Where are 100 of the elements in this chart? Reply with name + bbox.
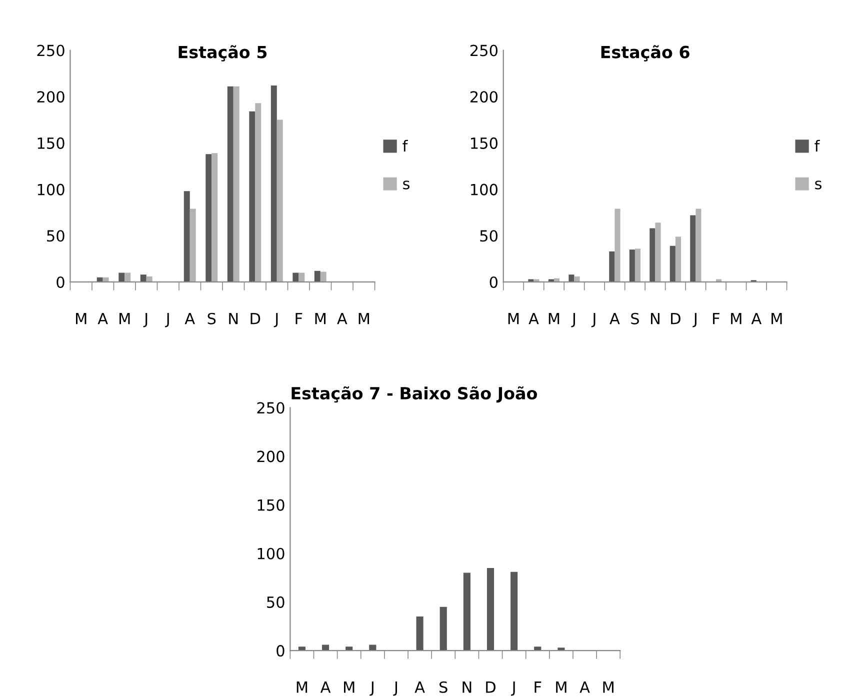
bar [249, 111, 256, 282]
x-tick-label: F [296, 313, 302, 324]
x-tick-label: A [320, 682, 331, 693]
bar [314, 270, 320, 282]
bar [206, 154, 212, 282]
bar [233, 86, 240, 282]
x-tick-label: M [508, 313, 519, 324]
bar [270, 85, 277, 282]
x-tick-label: M [548, 313, 560, 324]
x-tick-label: M [296, 682, 308, 693]
bar [124, 272, 131, 282]
y-tick-label: 150 [258, 499, 284, 511]
bar [650, 228, 656, 282]
bar [212, 153, 218, 282]
x-tick-label: A [414, 682, 425, 693]
x-tick-label: J [591, 313, 596, 328]
bar [690, 215, 696, 282]
x-tick-label: M [731, 313, 742, 324]
x-tick-label: D [671, 313, 680, 324]
bar [140, 274, 146, 282]
x-tick-label: N [650, 313, 660, 324]
bar [655, 222, 661, 282]
x-tick-label: D [486, 682, 496, 693]
x-tick-label: J [692, 313, 696, 328]
x-tick-label: N [462, 682, 472, 693]
bar [534, 279, 540, 282]
x-tick-label: M [120, 313, 130, 324]
bar [629, 250, 635, 282]
x-tick-label: S [208, 312, 216, 324]
y-tick-label: 50 [480, 230, 498, 242]
x-tick-label: M [556, 682, 566, 693]
bar [574, 276, 580, 282]
x-tick-label: J [370, 682, 374, 696]
y-tick-label: 250 [470, 44, 498, 56]
y-tick-label: 200 [37, 91, 64, 103]
legend-label: s [815, 180, 822, 190]
bar [276, 120, 283, 282]
bar [146, 276, 152, 282]
x-tick-label: A [610, 313, 620, 324]
bar [227, 86, 234, 282]
bar [614, 208, 620, 282]
bar [510, 572, 518, 651]
y-tick-label: 200 [470, 91, 498, 103]
y-tick-label: 0 [490, 276, 498, 288]
x-tick-label: J [571, 313, 575, 328]
x-tick-label: M [315, 313, 326, 324]
x-tick-label: J [393, 682, 397, 696]
bar [298, 272, 305, 282]
x-tick-label: F [713, 313, 720, 324]
bar [568, 274, 574, 282]
x-tick-label: A [98, 313, 108, 324]
y-tick-label: 0 [276, 645, 284, 657]
bar [696, 208, 702, 282]
x-tick-label: A [751, 313, 762, 324]
y-tick-label: 250 [37, 44, 64, 56]
x-tick-label: J [511, 682, 515, 696]
bar [118, 272, 125, 282]
x-tick-label: M [358, 313, 369, 324]
y-tick-label: 200 [257, 450, 284, 462]
y-tick-label: 0 [56, 276, 64, 288]
bar [675, 236, 682, 282]
bar [292, 272, 299, 282]
y-tick-label: 50 [47, 230, 64, 242]
x-tick-label: A [337, 313, 348, 324]
x-tick-label: S [631, 312, 639, 324]
x-tick-label: M [344, 682, 354, 693]
x-tick-label: J [143, 313, 148, 328]
x-tick-label: J [165, 313, 169, 328]
chart-title: Estação 7 - Baixo São João [292, 386, 537, 403]
bar [609, 251, 615, 282]
x-tick-label: M [772, 313, 782, 324]
x-tick-label: M [76, 313, 86, 324]
bar [255, 103, 262, 282]
x-tick-label: A [580, 682, 590, 693]
bar [320, 272, 326, 282]
bar [369, 644, 376, 651]
bar [463, 572, 470, 651]
bar [634, 248, 641, 282]
x-tick-label: A [184, 313, 195, 324]
x-tick-label: D [250, 313, 260, 324]
x-tick-label: F [534, 682, 542, 693]
bar [184, 191, 190, 282]
y-tick-label: 100 [471, 184, 498, 196]
x-tick-label: N [229, 313, 238, 324]
x-tick-label: A [528, 313, 539, 324]
bar [322, 644, 330, 651]
y-tick-label: 100 [258, 548, 284, 560]
chart-title: Estação 5 [178, 45, 267, 62]
bar [440, 606, 447, 651]
legend-label: s [403, 180, 410, 190]
y-tick-label: 150 [471, 137, 498, 149]
legend-label: f [814, 140, 820, 152]
x-tick-label: M [603, 682, 614, 693]
y-tick-label: 150 [38, 137, 64, 149]
y-tick-label: 100 [38, 184, 64, 196]
bar [416, 616, 424, 651]
x-tick-label: J [274, 313, 278, 328]
bar [190, 208, 196, 282]
legend-label: f [402, 140, 408, 152]
chart-title: Estação 6 [601, 45, 690, 62]
